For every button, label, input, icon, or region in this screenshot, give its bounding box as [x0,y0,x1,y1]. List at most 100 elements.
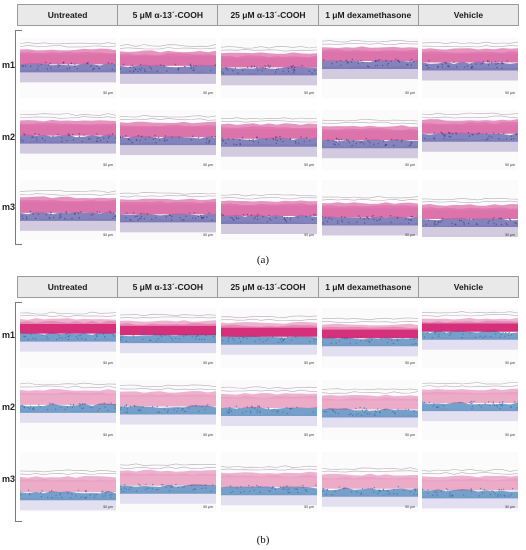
nucleus-dot [397,408,399,410]
nucleus-dot [34,217,37,220]
nucleus-dot [340,60,342,62]
micrograph-b-m1-col1: 50 μm [20,308,116,368]
keratin-line [322,121,418,125]
nucleus-dot [108,135,111,137]
micrograph-b-m3-col4: 50 μm [322,452,418,512]
nucleus-dot [261,70,263,72]
nucleus-dot [275,68,278,71]
nucleus-dot [325,493,327,495]
nucleus-dot [160,334,162,336]
nucleus-dot [132,212,135,214]
nucleus-dot [78,133,81,135]
nucleus-dot [201,488,203,490]
nucleus-dot [89,494,91,496]
nucleus-dot [251,139,253,141]
nucleus-dot [484,335,487,337]
nucleus-dot [494,330,496,332]
nucleus-dot [81,403,84,405]
nucleus-dot [322,215,323,217]
nucleus-dot [154,134,156,137]
nucleus-dot [443,329,446,332]
nucleus-dot [470,63,472,65]
keratin-line [422,41,518,44]
nucleus-dot [140,407,143,409]
nucleus-dot [451,133,453,135]
micrograph-b-m1-col5: 50 μm [422,308,518,368]
basal-layer [322,59,418,69]
nucleus-dot [257,69,259,71]
keratin-line [120,466,216,470]
nucleus-dot [409,143,412,145]
nucleus-dot [70,62,73,65]
nucleus-dot [160,64,162,66]
nucleus-dot [190,67,192,69]
nucleus-dot [101,495,104,497]
keratin-line [322,317,418,320]
nucleus-dot [257,218,259,221]
nucleus-dot [412,343,414,345]
nucleus-dot [499,402,501,404]
nucleus-dot [337,222,339,224]
basal-layer [322,216,418,226]
nucleus-dot [303,140,305,143]
nucleus-dot [233,143,235,145]
basal-layer [422,402,518,412]
nucleus-dot [138,409,140,411]
nucleus-dot [337,220,339,222]
nucleus-dot [111,133,114,135]
nucleus-dot [59,215,61,217]
keratin-line [221,318,317,321]
nucleus-dot [437,65,439,68]
nucleus-dot [343,487,346,489]
nucleus-dot [139,409,142,411]
epidermis-layer [20,321,116,334]
nucleus-dot [75,495,77,497]
stratum-corneum-layer [322,202,418,209]
nucleus-dot [130,486,132,489]
epidermis-layer [221,474,317,488]
nucleus-dot [169,214,171,216]
nucleus-dot [213,333,216,336]
nucleus-dot [125,340,128,342]
nucleus-dot [253,65,256,68]
nucleus-dot [164,135,167,137]
nucleus-dot [221,71,223,73]
nucleus-dot [502,63,504,65]
nucleus-dot [111,493,113,496]
nucleus-dot [22,217,24,219]
nucleus-dot [37,65,39,67]
dermis-layer [20,140,116,154]
nucleus-dot [493,132,495,134]
nucleus-dot [115,137,116,139]
keratin-line [20,311,116,315]
nucleus-dot [292,65,294,67]
stratum-corneum-layer [221,471,317,478]
nucleus-dot [268,214,270,217]
nucleus-dot [289,137,291,140]
nucleus-dot [506,224,508,226]
nucleus-dot [514,401,516,403]
keratin-line [120,316,216,319]
nucleus-dot [313,338,315,340]
nucleus-dot [67,335,69,338]
nucleus-dot [140,136,143,138]
nucleus-dot [352,414,354,417]
nucleus-dot [463,223,465,225]
nucleus-dot [94,494,96,496]
nucleus-dot [205,405,208,407]
nucleus-dot [120,485,121,487]
nucleus-dot [513,138,515,140]
epidermis-layer [221,55,317,68]
nucleus-dot [407,408,410,411]
keratin-line [20,190,116,193]
nucleus-dot [93,496,96,498]
nucleus-dot [407,63,409,66]
nucleus-dot [175,337,177,340]
nucleus-dot [150,339,152,342]
epidermis-layer [20,392,116,405]
nucleus-dot [355,342,357,345]
nucleus-dot [27,338,29,341]
nucleus-dot [50,67,52,69]
nucleus-dot [214,136,216,138]
nucleus-dot [50,489,53,492]
